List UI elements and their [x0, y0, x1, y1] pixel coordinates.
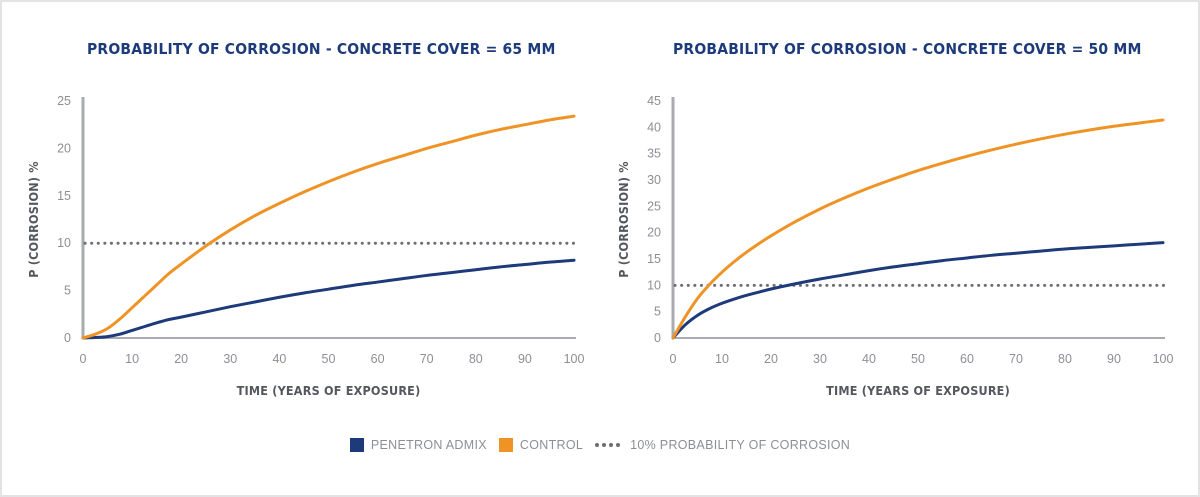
x-tick-label-65mm: 60 [371, 352, 385, 366]
legend-label-control: CONTROL [519, 438, 584, 452]
x-tick-label-50mm: 70 [1009, 352, 1023, 366]
legend: PENETRON ADMIX CONTROL 10% PROBABILITY O… [0, 438, 1200, 452]
legend-item-control: CONTROL [498, 438, 584, 452]
chart-title-50mm: PROBABILITY OF CORROSION - CONCRETE COVE… [673, 40, 1142, 58]
x-tick-label-65mm: 90 [518, 352, 532, 366]
y-tick-label-50mm: 30 [647, 173, 661, 187]
y-tick-label-65mm: 20 [57, 141, 71, 155]
y-tick-label-65mm: 0 [64, 331, 71, 345]
x-tick-label-50mm: 50 [911, 352, 925, 366]
legend-item-threshold: 10% PROBABILITY OF CORROSION [595, 438, 850, 452]
y-tick-label-50mm: 0 [654, 331, 661, 345]
legend-swatch-control [498, 438, 513, 452]
y-axis-label-50mm: P (CORROSION) % [616, 161, 631, 278]
legend-swatch-penetron [349, 438, 364, 452]
legend-item-penetron: PENETRON ADMIX [349, 438, 487, 452]
y-tick-label-65mm: 5 [64, 284, 71, 298]
x-tick-label-65mm: 40 [272, 352, 286, 366]
y-tick-label-50mm: 15 [647, 252, 661, 266]
y-tick-label-65mm: 15 [57, 189, 71, 203]
x-tick-label-50mm: 10 [715, 352, 729, 366]
chart-title-65mm: PROBABILITY OF CORROSION - CONCRETE COVE… [87, 40, 556, 58]
x-tick-label-50mm: 30 [813, 352, 827, 366]
legend-label-threshold: 10% PROBABILITY OF CORROSION [630, 438, 851, 452]
y-tick-label-50mm: 20 [647, 226, 661, 240]
x-tick-label-50mm: 60 [960, 352, 974, 366]
series-line-control-65mm [81, 114, 576, 340]
legend-label-penetron: PENETRON ADMIX [370, 438, 487, 452]
y-tick-label-50mm: 40 [647, 120, 661, 134]
y-tick-label-65mm: 25 [57, 94, 71, 108]
x-tick-label-50mm: 90 [1107, 352, 1121, 366]
x-tick-label-50mm: 40 [862, 352, 876, 366]
x-tick-label-65mm: 0 [80, 352, 87, 366]
y-tick-label-50mm: 45 [647, 94, 661, 108]
y-tick-label-65mm: 10 [57, 236, 71, 250]
y-axis-label-65mm: P (CORROSION) % [26, 161, 41, 278]
x-tick-label-50mm: 100 [1153, 352, 1174, 366]
x-tick-label-50mm: 20 [764, 352, 778, 366]
y-tick-label-50mm: 5 [654, 305, 661, 319]
x-axis-label-50mm: TIME (YEARS OF EXPOSURE) [826, 383, 1010, 398]
x-tick-label-50mm: 0 [670, 352, 677, 366]
legend-dots-threshold [595, 443, 623, 447]
x-tick-label-65mm: 10 [125, 352, 139, 366]
y-tick-label-50mm: 25 [647, 199, 661, 213]
x-tick-label-65mm: 80 [469, 352, 483, 366]
series-line-penetron-65mm [81, 258, 576, 340]
x-tick-label-65mm: 70 [420, 352, 434, 366]
x-tick-label-50mm: 80 [1058, 352, 1072, 366]
series-line-control-50mm [671, 118, 1165, 340]
x-axis-label-65mm: TIME (YEARS OF EXPOSURE) [237, 383, 421, 398]
x-tick-label-65mm: 30 [223, 352, 237, 366]
x-tick-label-65mm: 20 [174, 352, 188, 366]
x-tick-label-65mm: 100 [564, 352, 585, 366]
series-line-penetron-50mm [671, 241, 1165, 340]
y-tick-label-50mm: 10 [647, 278, 661, 292]
x-tick-label-65mm: 50 [322, 352, 336, 366]
y-tick-label-50mm: 35 [647, 147, 661, 161]
